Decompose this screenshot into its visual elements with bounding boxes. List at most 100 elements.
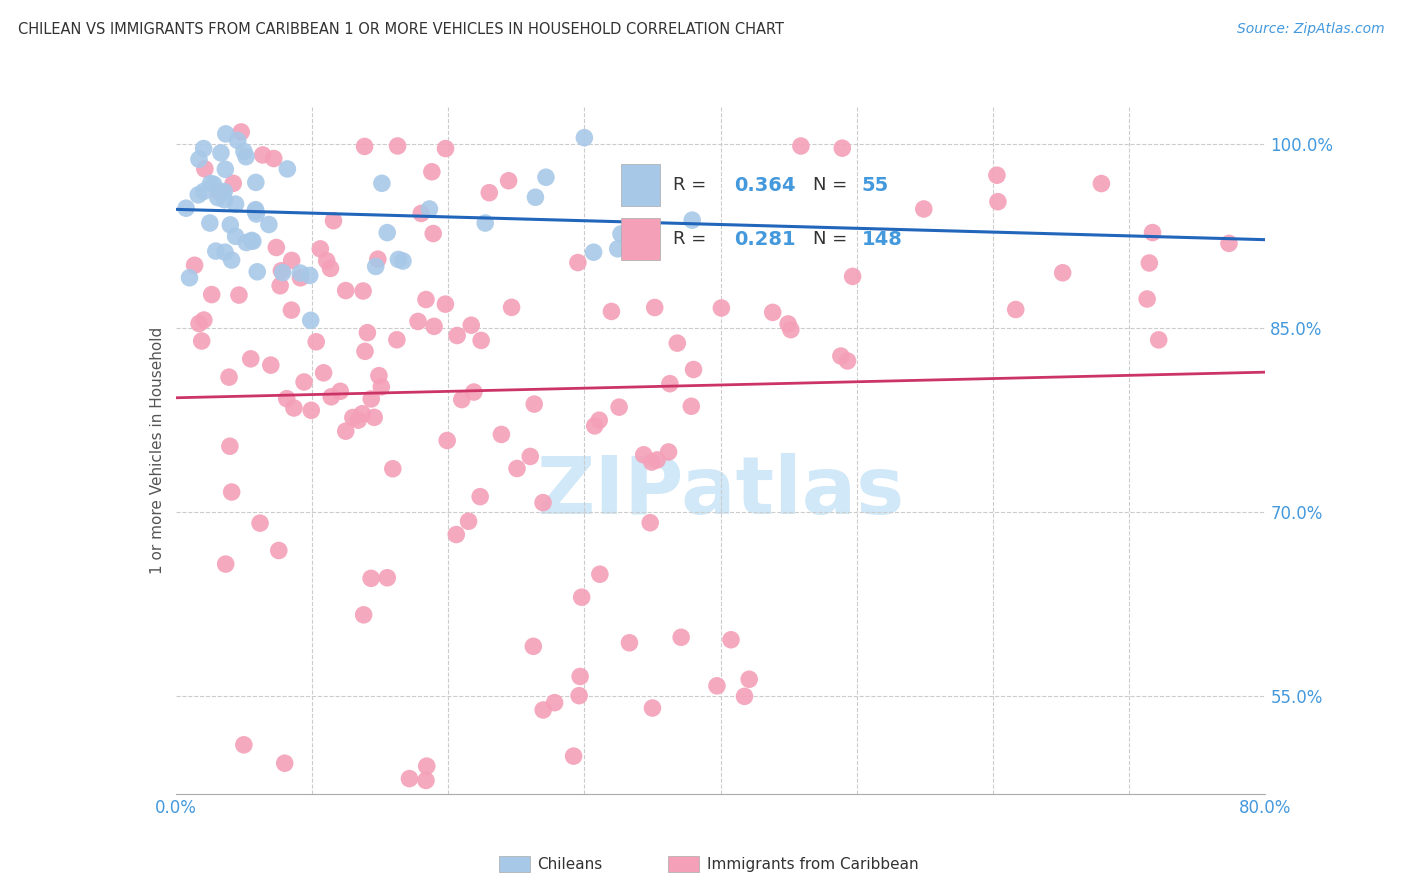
Point xyxy=(392,254,415,268)
Text: 0.364: 0.364 xyxy=(734,176,796,195)
Point xyxy=(790,139,813,153)
Text: R =: R = xyxy=(672,230,706,248)
Point xyxy=(198,216,221,230)
Point xyxy=(232,738,254,752)
Point xyxy=(420,165,443,179)
Point xyxy=(267,543,290,558)
Point xyxy=(266,240,288,254)
Point xyxy=(568,689,591,703)
Point xyxy=(221,253,243,268)
Point xyxy=(292,375,315,389)
Point xyxy=(534,170,557,185)
Point xyxy=(225,197,247,211)
Point xyxy=(207,185,229,199)
Point xyxy=(352,407,374,421)
Point xyxy=(335,284,357,298)
Point xyxy=(478,186,501,200)
Point xyxy=(666,336,689,351)
Point xyxy=(187,187,209,202)
Point xyxy=(212,185,235,199)
Point xyxy=(567,255,589,269)
Point xyxy=(249,516,271,530)
Point xyxy=(463,385,485,400)
Point xyxy=(305,334,328,349)
Point xyxy=(778,317,800,331)
Point xyxy=(269,278,291,293)
Point xyxy=(245,207,267,221)
Text: N =: N = xyxy=(813,177,848,194)
Point xyxy=(385,333,408,347)
Point xyxy=(201,287,224,301)
Point xyxy=(522,640,544,654)
Point xyxy=(370,380,392,394)
Point xyxy=(353,607,375,622)
Point xyxy=(681,399,703,413)
Point xyxy=(299,313,322,327)
Text: N =: N = xyxy=(813,230,848,248)
Point xyxy=(193,185,215,199)
Point xyxy=(733,690,755,704)
Point xyxy=(354,344,377,359)
Point xyxy=(228,288,250,302)
Point xyxy=(710,301,733,315)
Point xyxy=(562,749,585,764)
Point xyxy=(375,571,398,585)
Point xyxy=(582,245,605,260)
Point xyxy=(353,139,375,153)
Point xyxy=(207,191,229,205)
Point xyxy=(606,242,628,256)
Point xyxy=(280,303,302,318)
Text: 0.281: 0.281 xyxy=(734,229,796,249)
Point xyxy=(356,326,378,340)
Point xyxy=(218,439,240,453)
Point xyxy=(657,445,679,459)
Point xyxy=(215,127,238,141)
Point xyxy=(457,514,479,528)
Text: Source: ZipAtlas.com: Source: ZipAtlas.com xyxy=(1237,22,1385,37)
Point xyxy=(245,204,267,219)
Point xyxy=(1137,256,1160,270)
Point xyxy=(245,175,267,189)
Point xyxy=(398,772,420,786)
Point xyxy=(1004,302,1026,317)
Point xyxy=(319,261,342,276)
Point xyxy=(571,591,593,605)
Point xyxy=(641,455,664,469)
FancyBboxPatch shape xyxy=(621,164,661,206)
Point xyxy=(720,632,742,647)
Point xyxy=(738,672,761,686)
Point xyxy=(619,636,641,650)
Point xyxy=(276,161,298,176)
Point xyxy=(624,169,647,184)
Point xyxy=(290,266,312,280)
Point xyxy=(214,162,236,177)
Point xyxy=(762,305,785,319)
Point xyxy=(239,351,262,366)
Text: R =: R = xyxy=(672,177,706,194)
Point xyxy=(450,392,472,407)
Point xyxy=(607,400,630,414)
Point xyxy=(837,354,859,368)
Point xyxy=(309,242,332,256)
Point xyxy=(406,314,429,328)
Point xyxy=(681,213,703,227)
Point xyxy=(232,145,254,159)
Point xyxy=(214,193,236,207)
Point xyxy=(290,270,312,285)
Point xyxy=(474,216,496,230)
Point xyxy=(252,148,274,162)
Point xyxy=(218,370,240,384)
Point xyxy=(381,461,404,475)
Point xyxy=(276,392,298,406)
Point xyxy=(519,450,541,464)
Point xyxy=(360,392,382,406)
Point xyxy=(418,202,440,216)
Point xyxy=(524,190,547,204)
Point xyxy=(506,461,529,475)
Point xyxy=(574,130,596,145)
Point xyxy=(387,252,409,267)
Point xyxy=(260,358,283,372)
Point xyxy=(193,313,215,327)
Point xyxy=(322,213,344,227)
Point xyxy=(434,142,457,156)
